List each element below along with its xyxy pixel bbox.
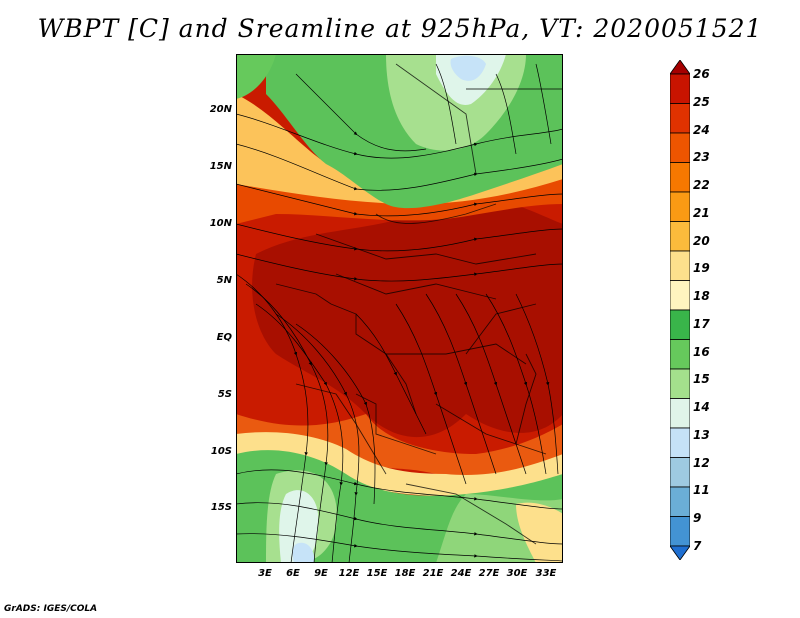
colorbar-bottom-arrow [670, 545, 690, 560]
colorbar-segment [670, 309, 690, 340]
colorbar-segment [670, 73, 690, 104]
lon-label-15e: 15E [366, 568, 388, 579]
field-yellow-se [516, 502, 563, 563]
colorbar-label: 25 [693, 94, 710, 109]
lon-label-9e: 9E [314, 568, 328, 579]
map-panel [236, 54, 563, 563]
streamlines [236, 63, 563, 563]
lat-label-eq: EQ [216, 332, 232, 343]
colorbar-label: 21 [693, 205, 710, 220]
colorbar-segment [670, 368, 690, 399]
lat-label-15n: 15N [209, 161, 232, 172]
colorbar-label: 7 [693, 539, 702, 553]
lon-label-6e: 6E [286, 568, 300, 579]
colorbar-label: 24 [693, 122, 710, 137]
colorbar-segment [670, 250, 690, 281]
lon-label-18e: 18E [394, 568, 416, 579]
colorbar-segment [670, 427, 690, 458]
colorbar-segment [670, 132, 690, 163]
lon-label-24e: 24E [450, 568, 472, 579]
colorbar-label: 20 [693, 233, 710, 248]
colorbar-segment [670, 516, 690, 547]
colorbar-label: 17 [693, 316, 710, 331]
colorbar-label: 11 [693, 483, 710, 498]
lat-label-5n: 5N [216, 275, 232, 286]
colorbar-top-arrow [670, 60, 690, 75]
colorbar-label: 22 [693, 178, 710, 193]
lon-label-3e: 3E [258, 568, 272, 579]
map-frame [236, 54, 563, 563]
colorbar-segment [670, 339, 690, 370]
lon-label-21e: 21E [422, 568, 444, 579]
lat-label-15s: 15S [210, 502, 232, 513]
field-blue-north [450, 55, 486, 81]
colorbar-label: 19 [693, 261, 710, 276]
lon-label-30e: 30E [506, 568, 528, 579]
colorbar [670, 60, 690, 560]
colorbar-segment [670, 221, 690, 252]
colorbar-segment [670, 457, 690, 488]
colorbar-segment [670, 398, 690, 429]
chart-title: WBPT [C] and Sreamline at 925hPa, VT: 20… [37, 14, 763, 43]
colorbar-label: 14 [693, 400, 710, 415]
lon-label-12e: 12E [338, 568, 360, 579]
field-green-nw [236, 54, 276, 99]
lon-label-27e: 27E [478, 568, 500, 579]
lon-label-33e: 33E [535, 568, 557, 579]
grads-credit: GrADS: IGES/COLA [4, 604, 98, 614]
lat-label-10n: 10N [209, 218, 232, 229]
colorbar-label: 23 [693, 150, 710, 165]
colorbar-label: 15 [693, 372, 710, 387]
field-core [252, 197, 563, 438]
colorbar-label: 12 [693, 455, 710, 470]
colorbar-label: 13 [693, 427, 710, 442]
colorbar-segment [670, 103, 690, 134]
field-blue-south [292, 542, 315, 563]
colorbar-label: 16 [693, 344, 710, 359]
colorbar-label: 18 [693, 289, 710, 304]
colorbar-segment [670, 191, 690, 222]
colorbar-segment [670, 162, 690, 193]
lat-label-5s: 5S [217, 389, 232, 400]
colorbar-segment [670, 486, 690, 517]
wbpt-map [236, 54, 563, 563]
lat-label-20n: 20N [209, 104, 232, 115]
colorbar-label: 9 [693, 511, 702, 526]
colorbar-segment [670, 280, 690, 311]
lat-label-10s: 10S [210, 446, 232, 457]
colorbar-label: 26 [693, 67, 710, 81]
